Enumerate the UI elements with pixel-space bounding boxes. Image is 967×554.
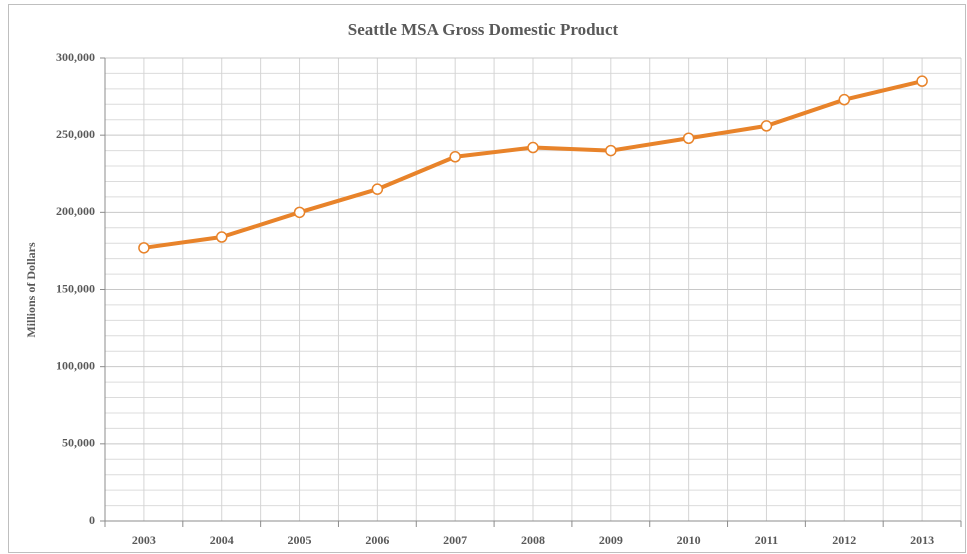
chart-frame [8, 4, 966, 553]
y-tick-label: 150,000 [56, 281, 95, 295]
x-tick-label: 2011 [755, 533, 778, 547]
x-tick-label: 2003 [132, 533, 156, 547]
y-axis-title: Millions of Dollars [24, 242, 38, 338]
x-tick-label: 2004 [210, 533, 234, 547]
y-tick-label: 0 [89, 513, 95, 527]
data-point [682, 132, 695, 145]
x-tick-label: 2008 [521, 533, 545, 547]
x-tick-label: 2007 [443, 533, 467, 547]
data-point [916, 75, 928, 87]
x-tick-label: 2005 [288, 533, 312, 547]
y-tick-label: 200,000 [56, 204, 95, 218]
data-point [605, 144, 617, 157]
data-point [760, 120, 773, 132]
x-tick-label: 2006 [365, 533, 389, 547]
data-point [527, 141, 539, 154]
y-tick-label: 300,000 [56, 50, 95, 64]
data-point [215, 231, 228, 243]
data-point [293, 206, 306, 219]
data-point [838, 93, 851, 106]
y-tick-label: 100,000 [56, 358, 95, 372]
x-tick-label: 2013 [910, 533, 934, 547]
data-point [138, 242, 150, 254]
chart-title: Seattle MSA Gross Domestic Product [348, 20, 619, 39]
y-tick-label: 250,000 [56, 127, 95, 141]
data-point [449, 151, 461, 163]
y-tick-label: 50,000 [62, 436, 95, 450]
data-point [371, 183, 384, 195]
x-tick-label: 2012 [832, 533, 856, 547]
x-tick-label: 2009 [599, 533, 623, 547]
x-tick-label: 2010 [677, 533, 701, 547]
